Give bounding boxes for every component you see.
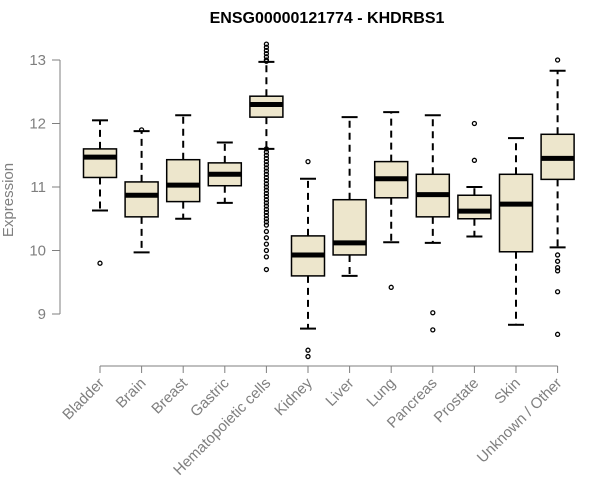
outlier-point [263,44,270,50]
outlier-point [263,155,270,162]
outlier-point [263,200,270,206]
outlier-point [263,228,270,235]
outlier-point [305,353,311,360]
outlier-point [263,216,270,222]
y-tick-label: 9 [38,306,46,323]
outlier-point [263,146,270,152]
outlier-point [263,247,270,254]
iqr-box [165,158,201,203]
box-group [373,111,409,290]
outlier-point [263,197,270,203]
outlier-point [471,157,478,163]
iqr-box [124,181,159,218]
outlier-point [263,235,270,241]
y-tick-label: 10 [29,243,46,260]
box-group [415,114,451,333]
outlier-point [430,327,436,333]
outlier-point [263,47,270,54]
outlier-point [554,289,561,295]
outlier-point [388,284,394,290]
box-group [498,137,534,326]
x-tick-label: Bladder [59,375,108,424]
outlier-point [554,331,561,337]
box-group [124,127,159,254]
outlier-point [263,206,270,212]
outlier-point [305,347,311,353]
iqr-box [498,173,534,253]
outlier-point [554,252,561,258]
outlier-point [263,190,270,197]
outlier-point [263,266,270,273]
x-tick-label: Skin [491,375,524,408]
y-tick-label: 12 [29,116,46,133]
y-tick-label: 11 [30,179,46,196]
outlier-point [263,193,270,200]
outlier-point [263,187,270,193]
chart-title: ENSG00000121774 - KHDRBS1 [210,10,445,27]
plot-area [82,41,575,360]
box-group [457,120,492,238]
outlier-point [263,222,270,228]
x-tick-label: Breast [148,374,191,417]
box-group [540,57,575,337]
x-tick-label: Lung [363,375,399,411]
x-tick-label: Liver [322,375,357,410]
outlier-point [430,310,436,316]
outlier-point [263,219,270,225]
iqr-box [332,198,367,256]
outlier-point [554,57,561,63]
box-group [82,119,118,266]
x-tick-label: Brain [113,375,150,412]
outlier-point [97,260,103,266]
outlier-point [263,177,270,184]
outlier-point [263,209,270,216]
outlier-point [263,254,270,260]
outlier-point [263,162,270,168]
outlier-point [263,184,270,190]
iqr-box [457,194,492,220]
outlier-point [263,165,270,171]
outlier-point [554,268,561,274]
outlier-point [263,203,270,209]
x-tick-label: Prostate [431,375,483,427]
outlier-point [263,174,270,181]
outlier-point [263,241,270,247]
outlier-point [263,181,270,187]
outlier-point [263,171,270,177]
box-group [207,141,243,204]
outlier-point [263,149,270,155]
y-tick-label: 13 [29,52,46,69]
outlier-point [263,51,270,57]
outlier-point [554,264,561,271]
outlier-point [263,168,270,174]
outlier-point [263,152,270,158]
outlier-point [138,127,145,133]
y-axis: 9 10 11 12 13 [29,52,61,323]
outlier-point [263,58,270,64]
outlier-point [263,41,270,47]
box-group [290,158,326,360]
x-tick-label: Kidney [271,374,316,419]
outlier-point [554,258,561,264]
outlier-point [263,158,270,165]
outlier-point [471,120,478,127]
y-axis-label: Expression [0,163,17,237]
box-group [165,114,201,220]
outlier-point [263,212,270,219]
iqr-box [82,148,118,179]
outlier-point [305,158,311,165]
box-group [249,41,284,273]
box-group [332,116,367,277]
